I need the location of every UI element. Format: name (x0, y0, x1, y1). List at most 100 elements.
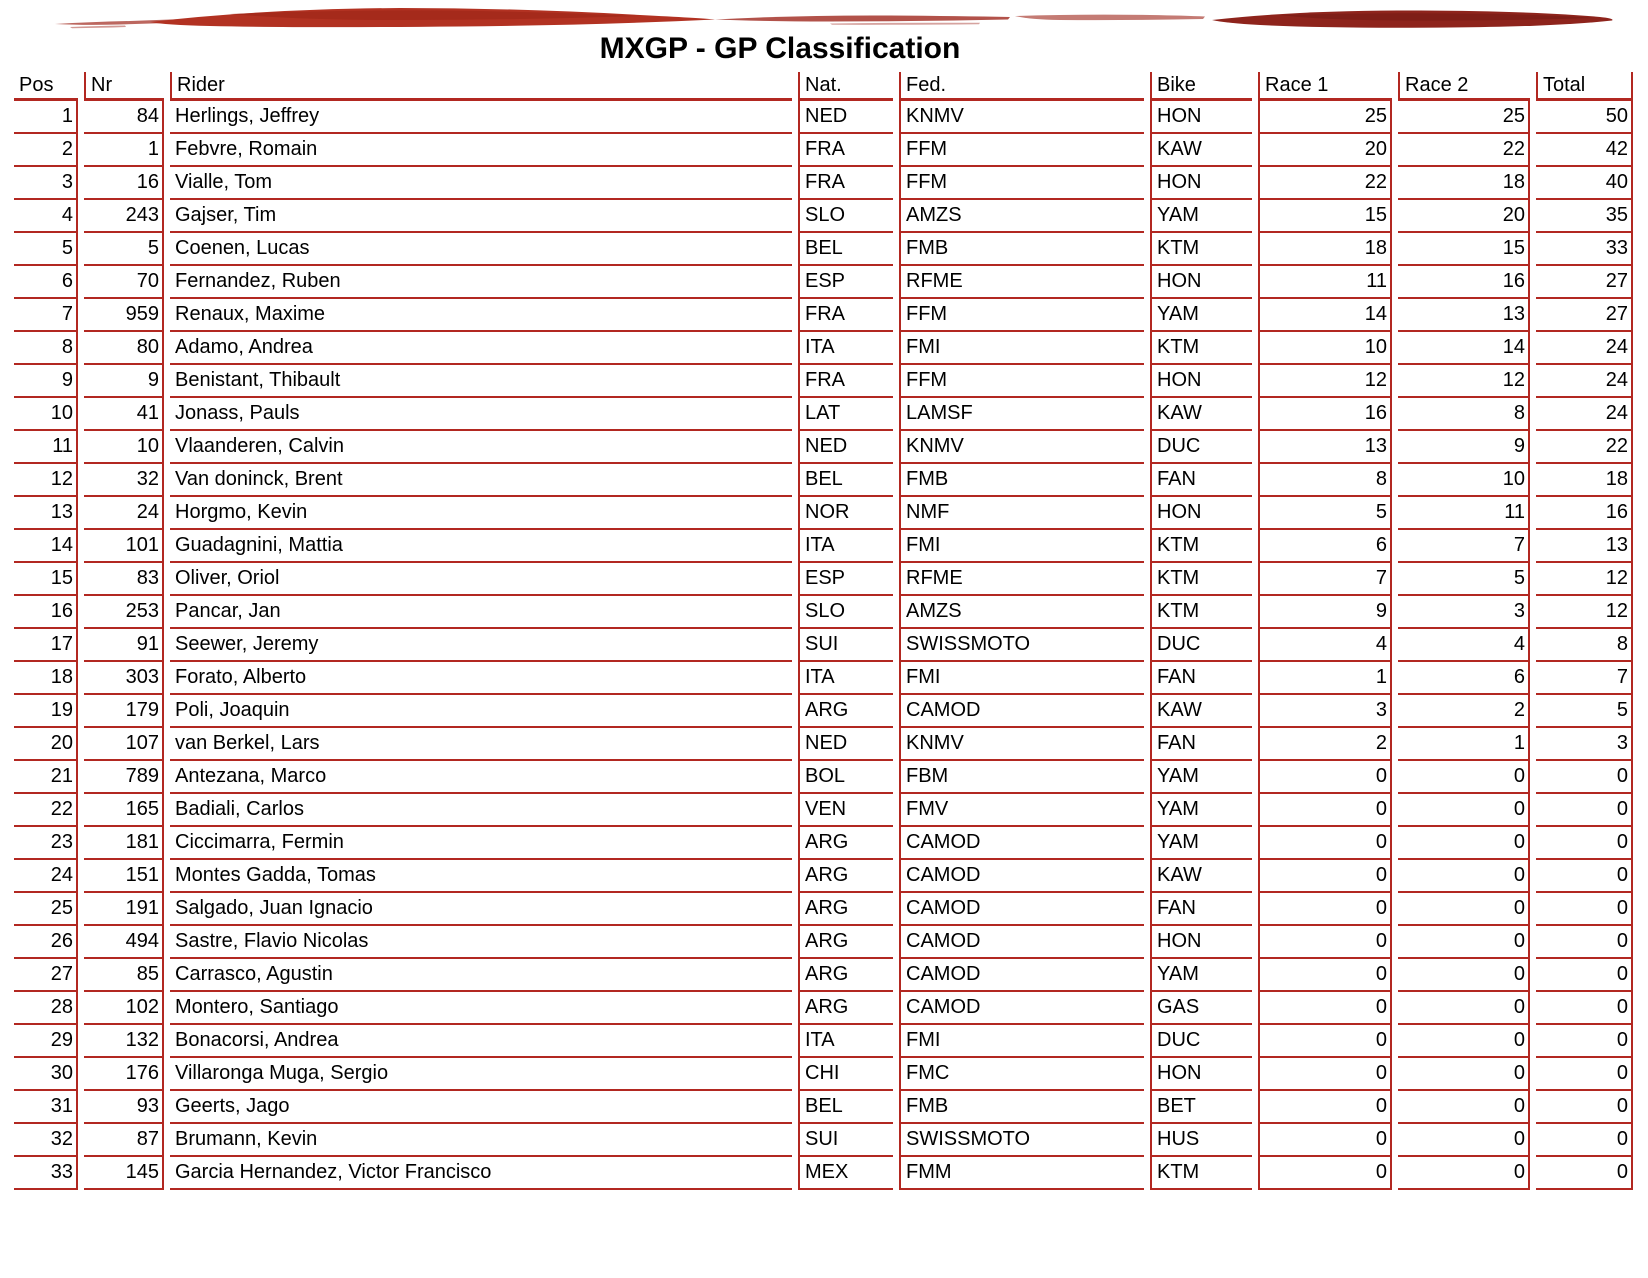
cell-bike: YAM (1150, 761, 1252, 794)
cell-fed: FMV (899, 794, 1144, 827)
cell-fed: FFM (899, 167, 1144, 200)
table-row: 21 789 Antezana, Marco BOL FBM YAM 0 0 0 (14, 761, 1633, 794)
cell-nr: 253 (84, 596, 164, 629)
cell-bike: HON (1150, 101, 1252, 134)
cell-total: 0 (1536, 1091, 1633, 1124)
cell-rider: Brumann, Kevin (170, 1124, 792, 1157)
cell-total: 18 (1536, 464, 1633, 497)
cell-nr: 41 (84, 398, 164, 431)
cell-pos: 2 (14, 134, 78, 167)
cell-fed: FFM (899, 134, 1144, 167)
header-cell-nat: Nat. (798, 72, 893, 101)
cell-pos: 33 (14, 1157, 78, 1190)
cell-bike: KTM (1150, 563, 1252, 596)
cell-pos: 16 (14, 596, 78, 629)
cell-race2: 10 (1398, 464, 1530, 497)
cell-fed: FBM (899, 761, 1144, 794)
cell-pos: 28 (14, 992, 78, 1025)
cell-race1: 0 (1258, 1091, 1392, 1124)
cell-bike: KTM (1150, 530, 1252, 563)
cell-race2: 25 (1398, 101, 1530, 134)
cell-race2: 16 (1398, 266, 1530, 299)
cell-nat: SUI (798, 1124, 893, 1157)
cell-race1: 15 (1258, 200, 1392, 233)
cell-race2: 0 (1398, 1124, 1530, 1157)
cell-pos: 15 (14, 563, 78, 596)
cell-total: 0 (1536, 761, 1633, 794)
cell-nat: NED (798, 431, 893, 464)
cell-rider: Montes Gadda, Tomas (170, 860, 792, 893)
table-row: 9 9 Benistant, Thibault FRA FFM HON 12 12 24 (14, 365, 1633, 398)
cell-race1: 20 (1258, 134, 1392, 167)
cell-nr: 107 (84, 728, 164, 761)
cell-total: 12 (1536, 563, 1633, 596)
cell-pos: 19 (14, 695, 78, 728)
cell-fed: FMB (899, 233, 1144, 266)
cell-race2: 7 (1398, 530, 1530, 563)
cell-race2: 9 (1398, 431, 1530, 464)
cell-total: 0 (1536, 1124, 1633, 1157)
cell-fed: NMF (899, 497, 1144, 530)
table-header-row: Pos Nr Rider Nat. Fed. Bike Race 1 Race 2 Total (14, 72, 1633, 101)
cell-total: 0 (1536, 1157, 1633, 1190)
cell-rider: Febvre, Romain (170, 134, 792, 167)
cell-nat: ARG (798, 893, 893, 926)
cell-fed: CAMOD (899, 992, 1144, 1025)
cell-fed: CAMOD (899, 893, 1144, 926)
cell-rider: Van doninck, Brent (170, 464, 792, 497)
table-row: 32 87 Brumann, Kevin SUI SWISSMOTO HUS 0 0 0 (14, 1124, 1633, 1157)
table-row: 15 83 Oliver, Oriol ESP RFME KTM 7 5 12 (14, 563, 1633, 596)
cell-race1: 0 (1258, 926, 1392, 959)
cell-race1: 0 (1258, 959, 1392, 992)
cell-bike: YAM (1150, 827, 1252, 860)
cell-nat: ARG (798, 992, 893, 1025)
cell-nat: VEN (798, 794, 893, 827)
cell-race1: 13 (1258, 431, 1392, 464)
cell-race1: 22 (1258, 167, 1392, 200)
cell-race2: 22 (1398, 134, 1530, 167)
cell-nr: 181 (84, 827, 164, 860)
cell-nr: 151 (84, 860, 164, 893)
cell-race1: 14 (1258, 299, 1392, 332)
cell-fed: RFME (899, 563, 1144, 596)
cell-rider: Sastre, Flavio Nicolas (170, 926, 792, 959)
cell-race1: 0 (1258, 1124, 1392, 1157)
cell-race2: 14 (1398, 332, 1530, 365)
cell-bike: HON (1150, 266, 1252, 299)
cell-rider: Poli, Joaquin (170, 695, 792, 728)
cell-nr: 91 (84, 629, 164, 662)
cell-pos: 1 (14, 101, 78, 134)
cell-fed: SWISSMOTO (899, 1124, 1144, 1157)
cell-pos: 4 (14, 200, 78, 233)
cell-race1: 10 (1258, 332, 1392, 365)
cell-total: 0 (1536, 860, 1633, 893)
cell-pos: 13 (14, 497, 78, 530)
table-row: 22 165 Badiali, Carlos VEN FMV YAM 0 0 0 (14, 794, 1633, 827)
cell-pos: 17 (14, 629, 78, 662)
cell-nr: 1 (84, 134, 164, 167)
cell-race1: 1 (1258, 662, 1392, 695)
cell-race2: 18 (1398, 167, 1530, 200)
cell-race2: 1 (1398, 728, 1530, 761)
red-brush-stroke-decoration (55, 8, 1613, 29)
cell-race1: 0 (1258, 794, 1392, 827)
cell-pos: 27 (14, 959, 78, 992)
page-title: MXGP - GP Classification (599, 32, 961, 65)
cell-race2: 3 (1398, 596, 1530, 629)
cell-race2: 13 (1398, 299, 1530, 332)
cell-bike: HON (1150, 365, 1252, 398)
cell-pos: 24 (14, 860, 78, 893)
cell-race1: 0 (1258, 1157, 1392, 1190)
table-row: 19 179 Poli, Joaquin ARG CAMOD KAW 3 2 5 (14, 695, 1633, 728)
cell-bike: GAS (1150, 992, 1252, 1025)
cell-nr: 789 (84, 761, 164, 794)
cell-bike: KTM (1150, 233, 1252, 266)
cell-fed: FFM (899, 365, 1144, 398)
cell-rider: Antezana, Marco (170, 761, 792, 794)
cell-race2: 8 (1398, 398, 1530, 431)
cell-nr: 5 (84, 233, 164, 266)
cell-rider: Carrasco, Agustin (170, 959, 792, 992)
cell-rider: Fernandez, Ruben (170, 266, 792, 299)
cell-bike: HUS (1150, 1124, 1252, 1157)
cell-total: 3 (1536, 728, 1633, 761)
